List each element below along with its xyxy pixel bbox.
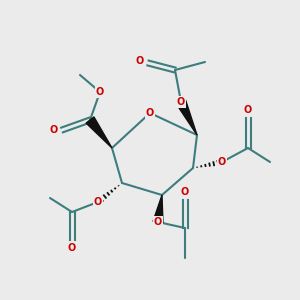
Polygon shape xyxy=(153,195,163,223)
Text: O: O xyxy=(68,243,76,253)
Polygon shape xyxy=(86,117,112,148)
Text: O: O xyxy=(181,187,189,197)
Text: O: O xyxy=(146,108,154,118)
Text: O: O xyxy=(154,217,162,227)
Text: O: O xyxy=(96,87,104,97)
Text: O: O xyxy=(218,157,226,167)
Text: O: O xyxy=(94,197,102,207)
Text: O: O xyxy=(50,125,58,135)
Text: O: O xyxy=(136,56,144,66)
Polygon shape xyxy=(176,100,197,135)
Text: O: O xyxy=(177,97,185,107)
Text: O: O xyxy=(244,105,252,115)
